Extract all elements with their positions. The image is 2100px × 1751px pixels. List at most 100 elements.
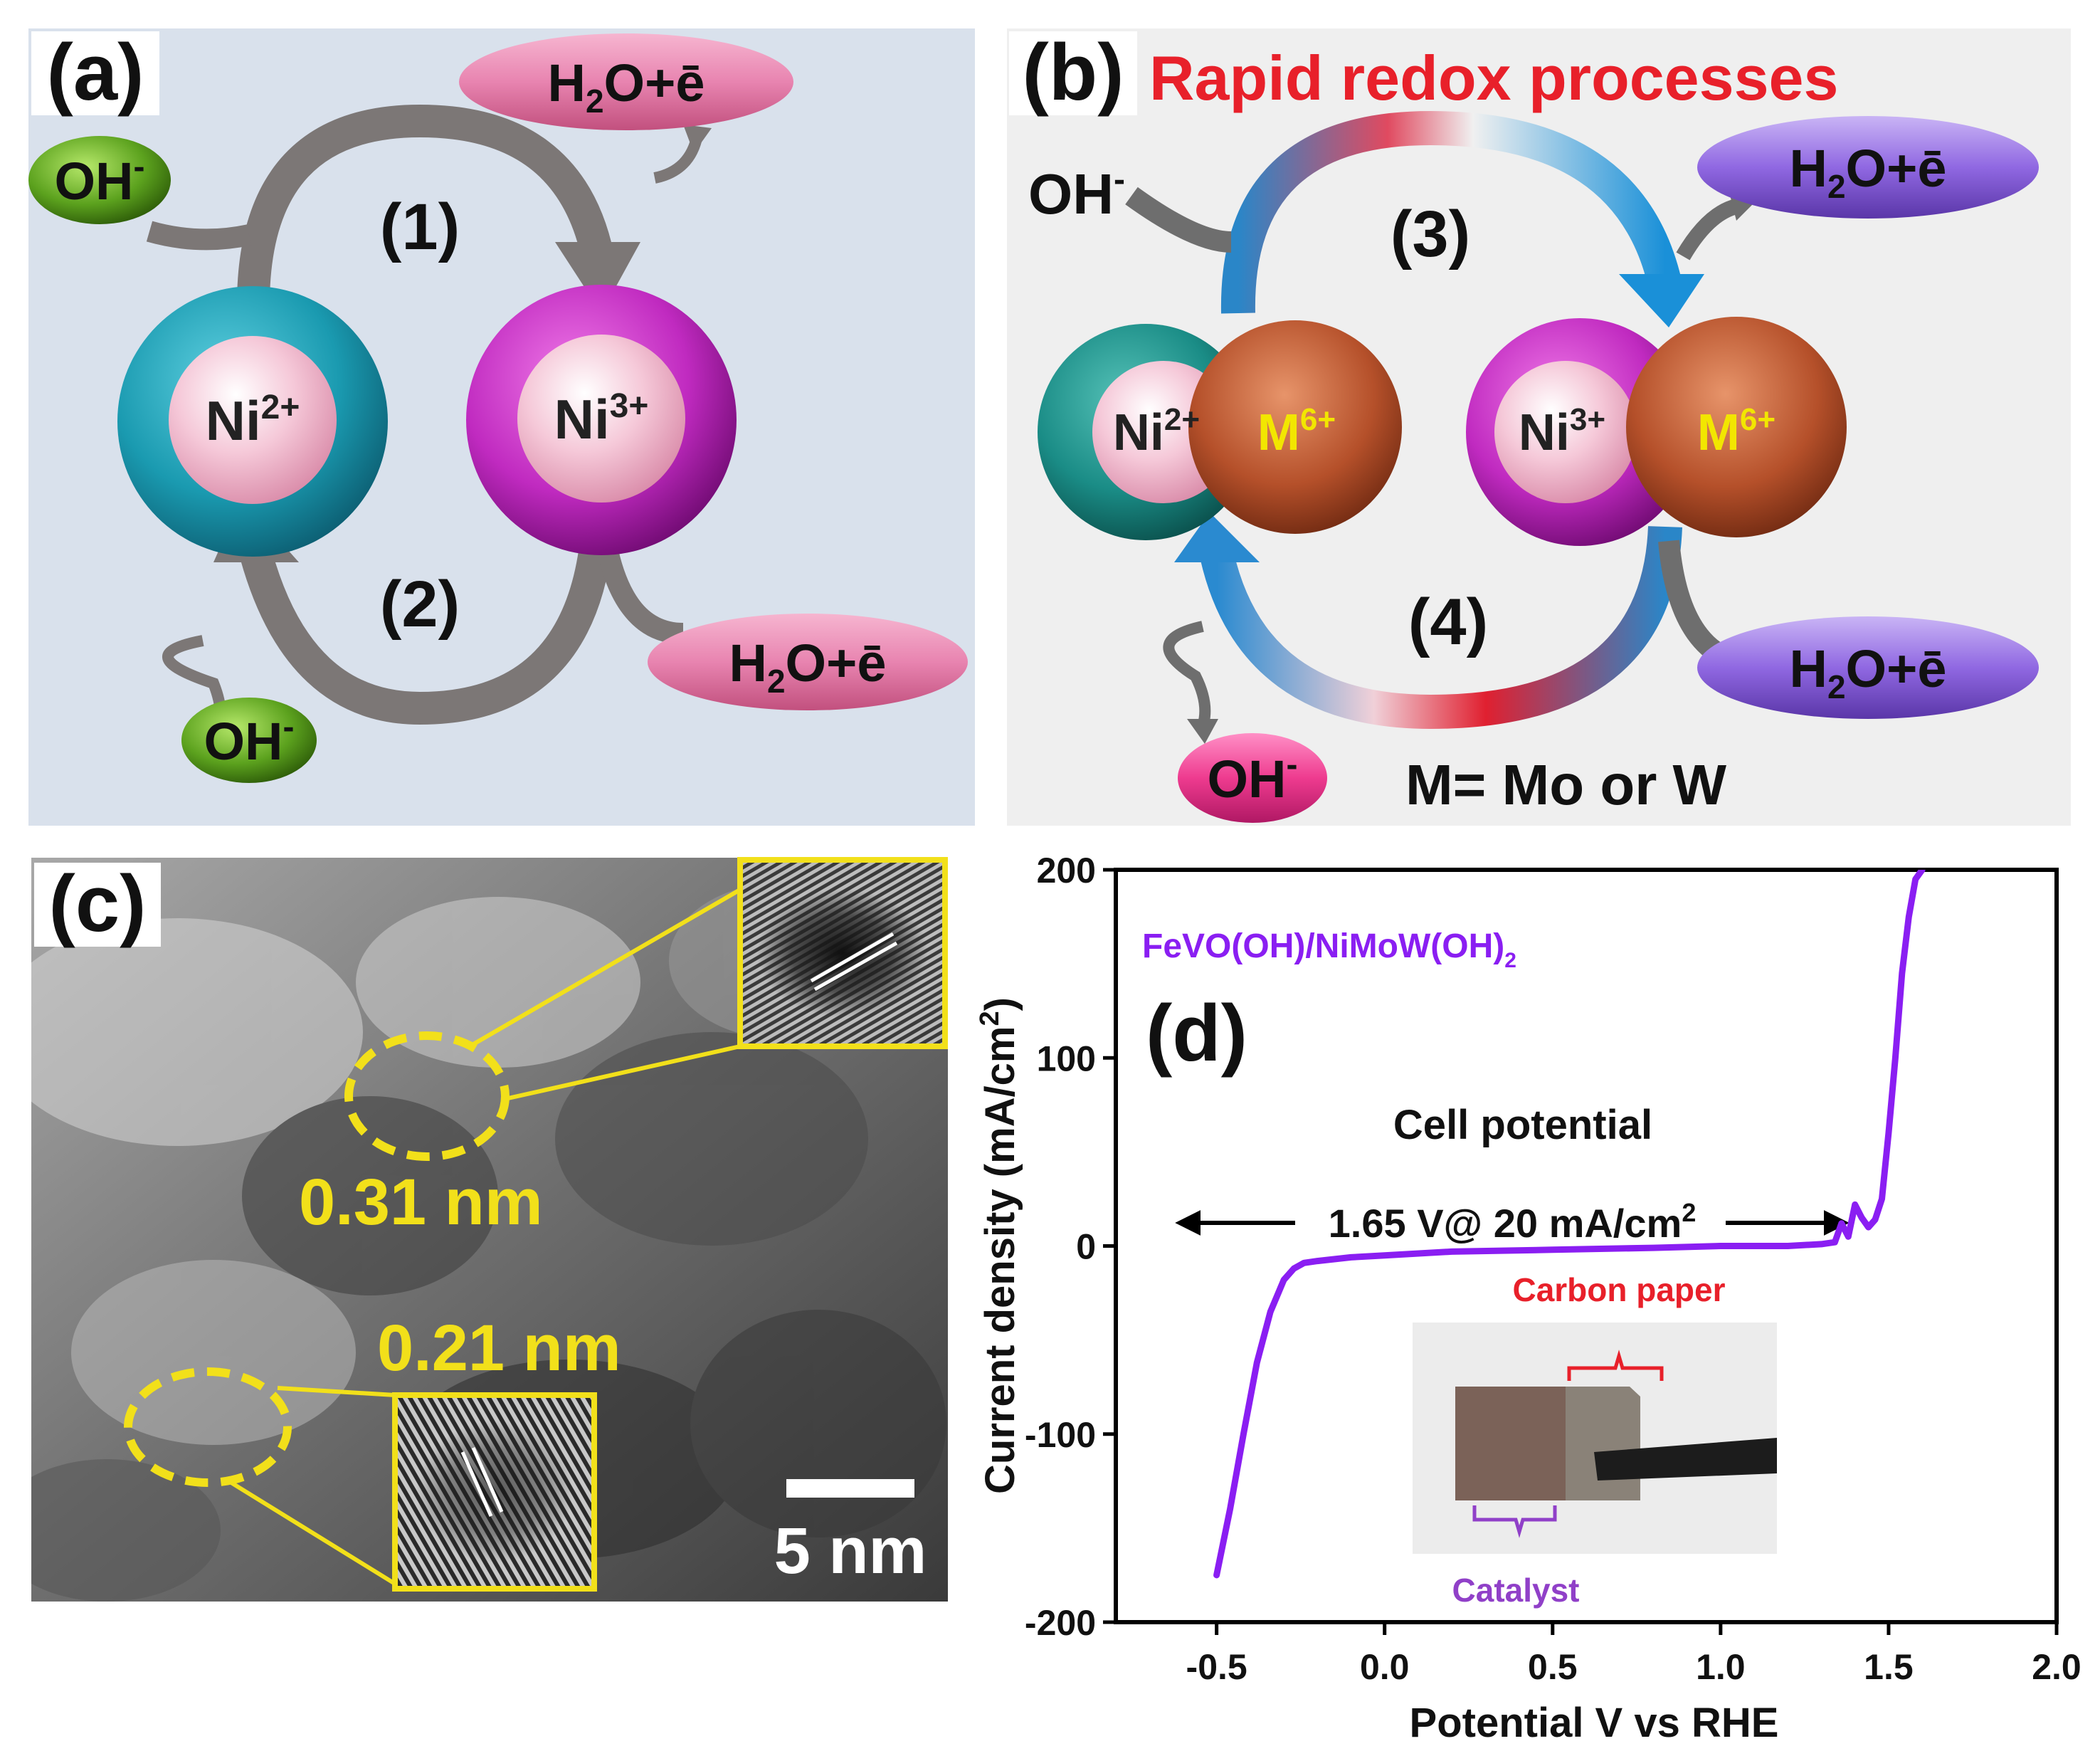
lattice-spacing-top: 0.31 nm [299,1166,543,1239]
step-2-label: (2) [380,568,460,641]
ni2-m6-dimer: Ni2+ M6+ [1038,320,1402,540]
arrowhead-h2o-top [683,125,712,153]
y-tick-label: 200 [1037,851,1096,890]
cell-potential-value: 1.65 V@ 20 mA/cm2 [1329,1198,1697,1246]
h2o-pill-top-a [459,33,793,130]
scale-bar-label: 5 nm [774,1515,927,1587]
carbon-paper-bracket [1567,1350,1664,1381]
lattice-region-top [344,1031,510,1161]
electrode-clip [1594,1438,1777,1481]
oh-bubble-bottom-b [1178,733,1327,823]
arrowhead-step4 [1174,512,1260,562]
fft-inset-bottom [392,1392,597,1592]
cell-potential-title: Cell potential [1393,1102,1652,1148]
ni3-sphere-a: Ni3+ [466,285,737,555]
lattice-spacing-bottom: 0.21 nm [377,1312,621,1384]
oh-label-bottom-b: OH- [1208,746,1298,809]
panel-d-chart: -0.5 0.0 0.5 1.0 1.5 2.0 -200 -100 0 100 200 Pote… [975,851,2081,1746]
oh-label-bottom-a: OH- [204,708,295,771]
ni2-label-b: Ni2+ [1113,402,1200,461]
panel-c-label: (c) [49,859,147,948]
lattice-marker-top-1 [813,941,898,992]
panel-d-label: (d) [1146,989,1247,1078]
lattice-marker-bottom-2 [471,1446,504,1513]
y-tick-label: 0 [1076,1227,1096,1267]
h2o-out-arrow-top-b [1676,199,1739,261]
y-tick-label: 100 [1037,1038,1096,1078]
x-tick-label: 1.0 [1696,1647,1746,1687]
x-axis-label: Potential V vs RHE [1410,1700,1779,1746]
oh-in-arrow-top [146,221,252,251]
fft-inset-top [737,857,948,1049]
catalyst-label: Catalyst [1452,1572,1580,1609]
h2o-pill-bottom-b [1697,616,2039,719]
panel-b-label: (b) [1022,28,1124,117]
m6-label-left: M6+ [1257,402,1336,461]
x-tick-label: 0.0 [1360,1647,1410,1687]
arc-arrow-step3 [1220,110,1682,314]
tem-blob [555,1032,868,1246]
arrowhead-step1 [555,242,640,313]
catalyst-bracket [1472,1505,1557,1538]
h2o-pill-bottom-a [648,614,968,710]
oh-label-top-a: OH- [55,148,145,211]
series-legend-label: FeVO(OH)/NiMoW(OH)2 [1142,927,1516,972]
h2o-label-top-a: H2O+ē [548,53,705,120]
callout-line-top-1 [468,888,742,1048]
x-tick-label: 0.5 [1528,1647,1578,1687]
metal-definition-note: M= Mo or W [1405,753,1727,816]
y-tick-label: -200 [1025,1603,1096,1643]
callout-line-bottom-2 [226,1478,396,1586]
arc-arrow-step4 [1200,525,1682,730]
lattice-marker-top-2 [810,932,895,983]
tem-blob [31,1459,221,1602]
callout-line-top-2 [501,1044,741,1102]
arc-arrow-step2 [240,525,614,725]
panel-a: Ni2+ Ni3+ (1) (2) OH- OH- H2O+ē H2O+ē (a… [28,28,975,826]
ni3-core [517,335,685,503]
y-tick-label: -100 [1025,1415,1096,1455]
fft-inset-top-center [757,889,928,1017]
arc-arrow-step1 [237,104,614,300]
tem-blob [242,1096,498,1295]
tem-blob [71,1260,356,1445]
ni3-label-a: Ni3+ [554,387,649,451]
x-tick-label: 1.5 [1864,1647,1914,1687]
m6-sphere-right [1626,317,1847,537]
series-line-fevooh-nimow [1213,870,1926,1579]
y-axis-label: Current density (mA/cm2) [975,997,1023,1494]
x-tick-label: -0.5 [1186,1647,1247,1687]
oh-bubble-top-a [28,136,171,224]
panel-a-label-box [31,31,159,115]
scale-bar [786,1479,914,1498]
ni2-sphere-a: Ni2+ [117,286,388,557]
h2o-label-bottom-b: H2O+ē [1790,639,1947,705]
panel-c-label-box [34,863,161,947]
step-4-label: (4) [1408,586,1488,658]
m6-sphere-left [1188,320,1402,534]
panel-b: Ni2+ M6+ Ni3+ M6+ (3) (4) OH- OH- H2O+ē … [1007,28,2071,826]
oh-bubble-bottom-a [181,698,317,783]
tem-blob [31,918,363,1146]
oh-loop-arrow-bottom-b [1163,621,1211,728]
callout-line-bottom-1 [277,1386,396,1397]
ni3-m6-dimer: Ni3+ M6+ [1466,317,1847,546]
h2o-pill-top-b [1697,116,2039,219]
h2o-label-bottom-a: H2O+ē [729,633,887,700]
step-1-label: (1) [380,191,460,263]
arrowhead-oh-bottom-b [1187,719,1218,744]
arrowhead-step3 [1619,274,1704,327]
oh-in-arrow-top-b [1125,186,1232,253]
carbon-paper-region [1566,1387,1640,1500]
lattice-marker-bottom-1 [460,1451,493,1518]
x-axis-ticks: -0.5 0.0 0.5 1.0 1.5 2.0 [1186,1622,2081,1687]
panel-a-label: (a) [47,28,144,117]
step-3-label: (3) [1391,198,1470,270]
lattice-region-bottom [124,1367,292,1487]
panel-c: 0.31 nm 0.21 nm 5 nm (c) [31,857,948,1602]
y-axis-ticks: -200 -100 0 100 200 [1025,851,1116,1643]
carbon-paper-label: Carbon paper [1512,1271,1725,1308]
electrode-photo-inset [1413,1323,1777,1554]
ni2-core [169,336,337,504]
